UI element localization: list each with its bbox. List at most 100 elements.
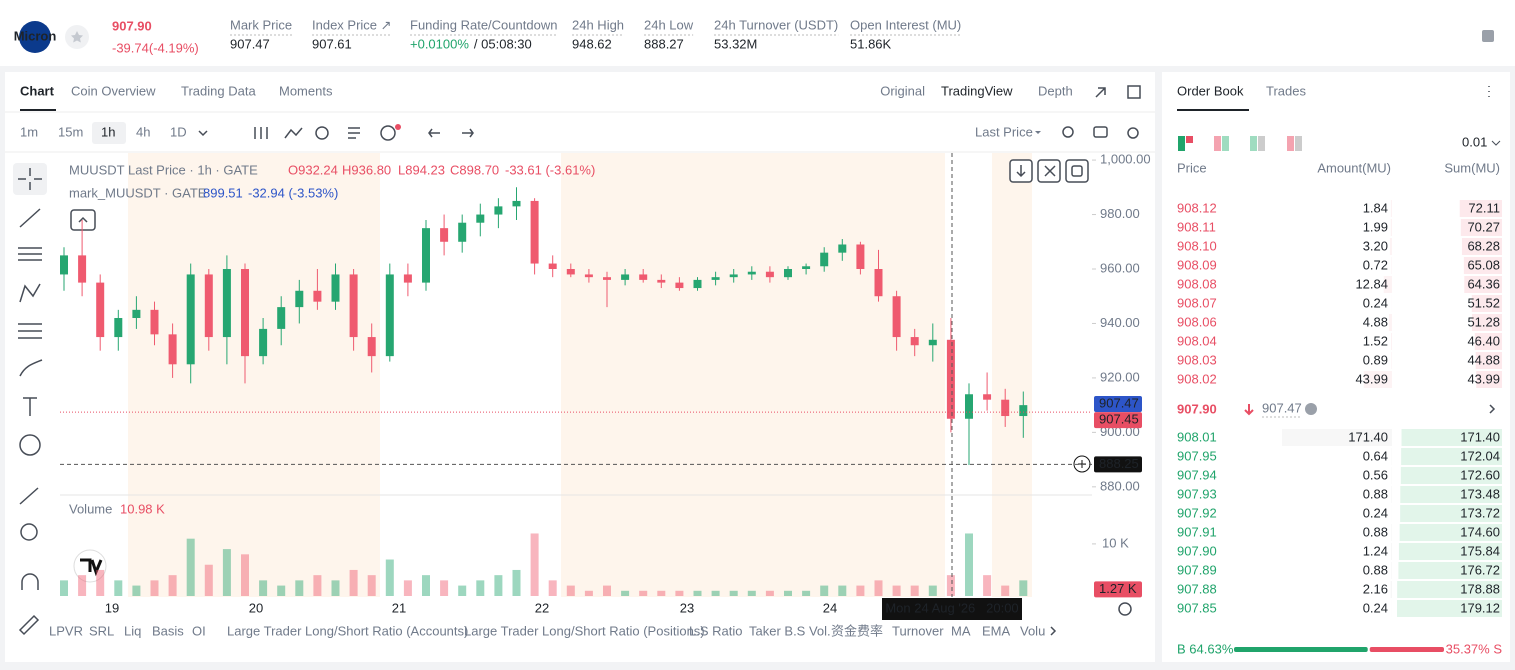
tab[interactable]: Moments [279,83,333,98]
indicator[interactable]: 资金费率 [831,623,883,638]
ob-price: 908.11 [1177,219,1216,234]
indicator[interactable]: L.S Ratio [689,623,742,638]
volume-tag [1094,581,1142,598]
volume-bar [693,590,702,596]
indicator[interactable]: SRL [89,623,114,638]
indicator[interactable]: Volu [1020,623,1045,638]
star-icon [71,31,83,43]
ob-sum: 51.28 [1467,314,1500,329]
candle-body [313,290,322,302]
indicator[interactable]: MA [951,623,971,638]
interval[interactable]: 15m [58,124,83,139]
depth-amount-bar [1383,276,1392,293]
indicator[interactable]: Basis [152,623,184,638]
volume-tag-label: 1.27 K [1099,581,1137,596]
indicator[interactable]: Liq [124,623,141,638]
candle-body [277,307,286,329]
volume-bar [476,580,485,596]
chart-controls[interactable] [70,86,1496,636]
candle-body [222,268,231,338]
ob-sum: 172.04 [1460,448,1500,463]
ob-price: 907.89 [1177,562,1217,577]
indicator[interactable]: Taker B.S Vol. [749,623,831,638]
crosshair-label-bg [882,598,1022,620]
volume-bar [983,575,992,596]
candle-body [603,277,611,280]
ob-sum: 51.52 [1467,295,1500,310]
volume-bar [965,533,973,596]
depth-sum-bar [1471,295,1502,312]
depth-sum-bar [1399,524,1502,541]
indicator[interactable]: Large Trader Long/Short Ratio (Positions… [464,623,705,638]
candle-body [802,266,811,269]
depth-amount-bar [1363,371,1392,388]
crosshair-label: Mon 24 Aug '26 20:00 [885,600,1018,615]
view-tab[interactable]: TradingView [941,83,1013,98]
interval[interactable]: 4h [136,124,150,139]
ob-sum: 72.11 [1468,200,1500,215]
x-tick-label: 20 [249,600,263,615]
ob-amount: 0.24 [1363,600,1388,615]
ob-price: 908.04 [1177,333,1217,348]
volume-bar [277,585,286,596]
tab[interactable]: Trading Data [181,83,256,98]
volume-bar [259,580,268,596]
candle-body [259,328,268,357]
depth-sum-bar [1398,562,1502,579]
depth-amount-bar [1391,543,1392,560]
volume-bar [241,554,249,596]
volume-bar [295,580,304,596]
candle-body [60,255,68,275]
stat-label: Mark Price [230,17,292,32]
x-tick-label: 23 [680,600,694,615]
ob-tab[interactable]: Trades [1266,83,1306,98]
x-tick-label: 22 [535,600,549,615]
volume-value: 10.98 K [120,501,165,516]
ob-column: Amount(MU) [1317,160,1391,175]
ob-amount: 0.24 [1363,505,1388,520]
ob-amount: 1.52 [1363,333,1388,348]
volume-bar [132,585,141,596]
view-tab[interactable]: Original [880,83,925,98]
depth-sum-bar [1464,276,1502,293]
interval[interactable]: 1D [170,124,187,139]
candle-body [114,318,123,338]
volume-bar [657,590,666,596]
volume-bar [874,580,883,596]
ob-last-price: 907.90 [1177,401,1217,416]
volume-bar [422,575,430,596]
ob-amount: 12.84 [1355,276,1388,291]
precision[interactable]: 0.01 [1462,134,1487,149]
indicator[interactable]: Turnover [892,623,944,638]
ob-price: 907.94 [1177,467,1217,482]
candle-body [784,268,792,278]
sell-ratio: 35.37% S [1446,641,1503,656]
candle-body [892,296,901,338]
interval[interactable]: 1m [20,124,38,139]
candle-body [548,263,557,269]
volume-bar [784,590,792,596]
volume-tick-label: 10 K [1102,535,1129,550]
volume-bar [765,590,774,596]
tab[interactable]: Coin Overview [71,83,156,98]
volume-bar [96,569,105,596]
candle-body [132,309,141,319]
volume-bar [747,590,756,596]
book-icon[interactable] [1482,30,1494,42]
indicator[interactable]: LPVR [49,623,83,638]
view-tab[interactable]: Depth [1038,83,1073,98]
candle-body [96,282,105,338]
dropdown [1035,131,1041,134]
depth-filter-icons[interactable] [1178,136,1501,151]
depth-amount-bar [1390,219,1392,236]
indicator[interactable]: Large Trader Long/Short Ratio (Accounts) [227,623,468,638]
volume-bar [910,585,919,596]
toolbar-icons[interactable] [18,85,1141,636]
interval[interactable]: 1h [101,124,115,139]
ob-tab[interactable]: Order Book [1177,83,1244,98]
indicator[interactable]: EMA [982,623,1011,638]
tab[interactable]: Chart [20,83,55,98]
indicator[interactable]: OI [192,623,206,638]
price-type[interactable]: Last Price [975,124,1033,139]
x-tick-label: 19 [105,600,119,615]
